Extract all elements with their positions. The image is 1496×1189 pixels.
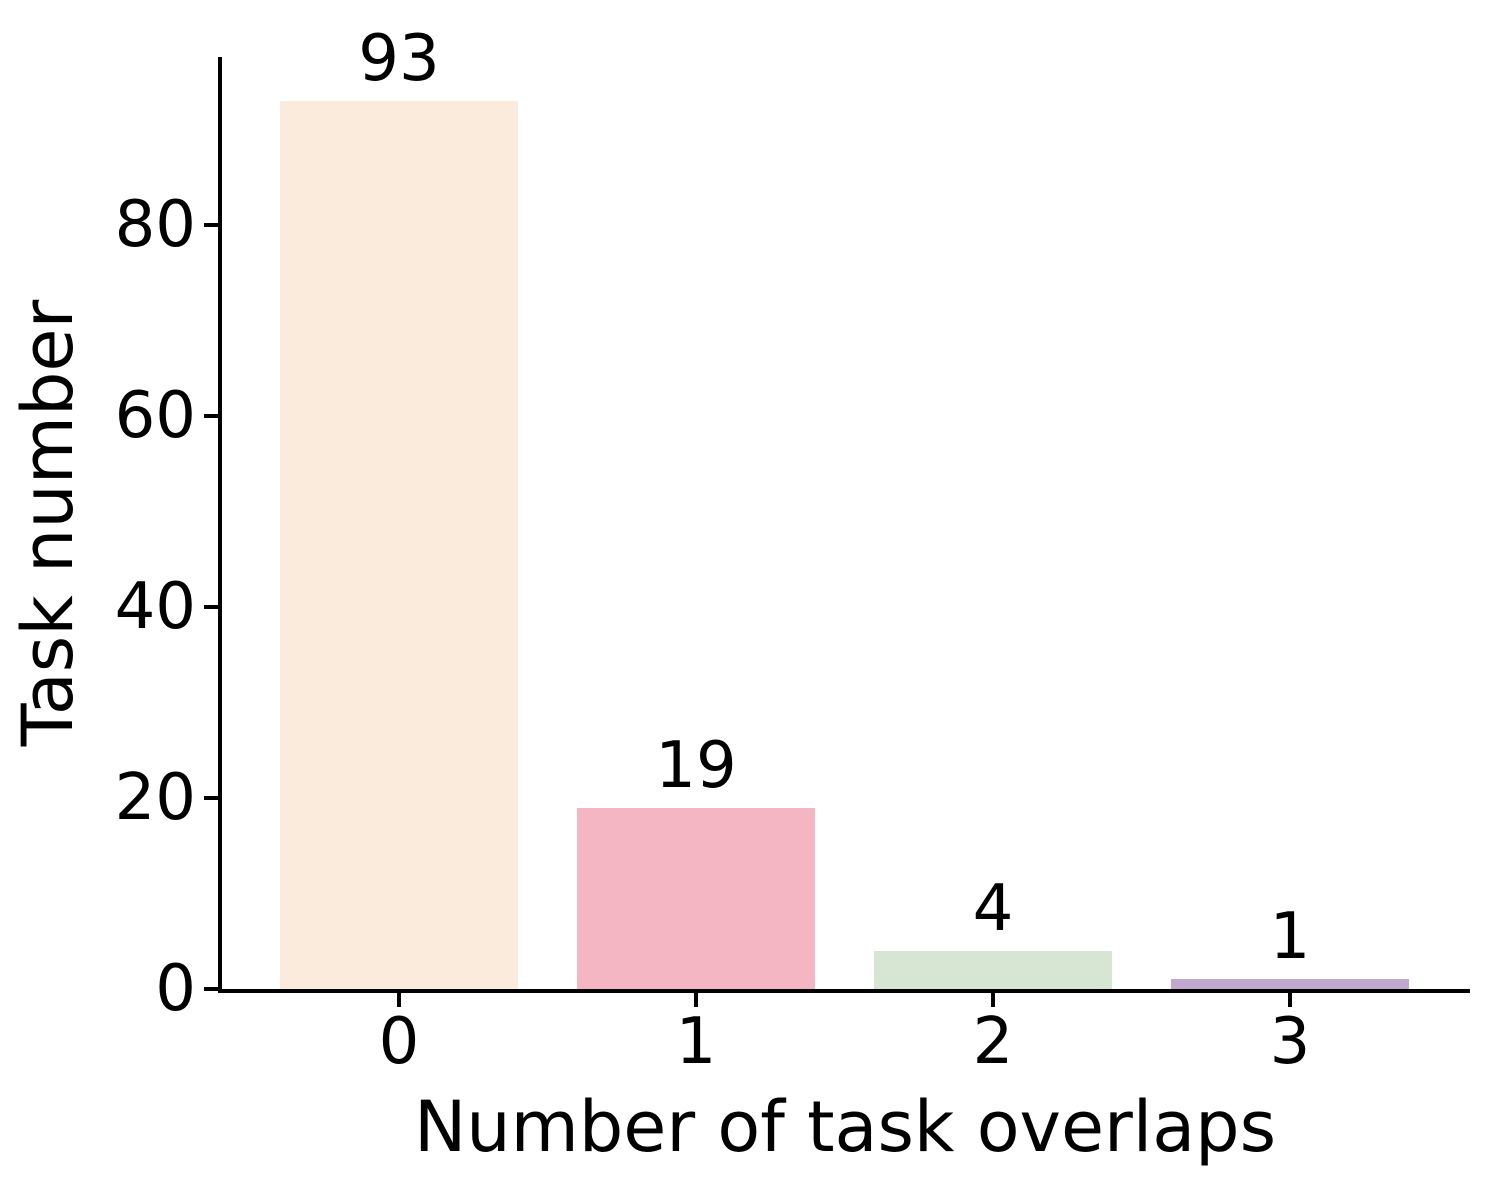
y-tick	[204, 414, 218, 418]
x-tick-label: 3	[1269, 1005, 1311, 1079]
bar-value-label: 1	[1269, 900, 1311, 974]
y-tick	[204, 605, 218, 609]
y-axis-spine	[218, 57, 222, 993]
bar-value-label: 4	[972, 872, 1014, 946]
y-tick-label: 0	[155, 952, 196, 1026]
bar	[577, 808, 815, 989]
x-tick	[1288, 993, 1292, 1007]
bar-value-label: 93	[358, 22, 440, 96]
y-axis-label: Task number	[7, 299, 89, 747]
x-tick	[397, 993, 401, 1007]
y-tick-label: 60	[114, 379, 196, 453]
x-tick	[991, 993, 995, 1007]
bar	[1171, 979, 1409, 989]
y-tick	[204, 796, 218, 800]
y-tick	[204, 987, 218, 991]
x-axis-label: Number of task overlaps	[413, 1086, 1277, 1168]
x-tick	[694, 993, 698, 1007]
y-tick-label: 80	[114, 188, 196, 262]
y-tick-label: 20	[114, 761, 196, 835]
bar-value-label: 19	[655, 729, 737, 803]
x-tick-label: 1	[675, 1005, 717, 1079]
x-tick-label: 2	[972, 1005, 1014, 1079]
y-tick-label: 40	[114, 570, 196, 644]
bar	[874, 951, 1112, 989]
y-tick	[204, 223, 218, 227]
x-tick-label: 0	[378, 1005, 420, 1079]
x-axis-spine	[218, 989, 1470, 993]
bar	[280, 101, 518, 989]
